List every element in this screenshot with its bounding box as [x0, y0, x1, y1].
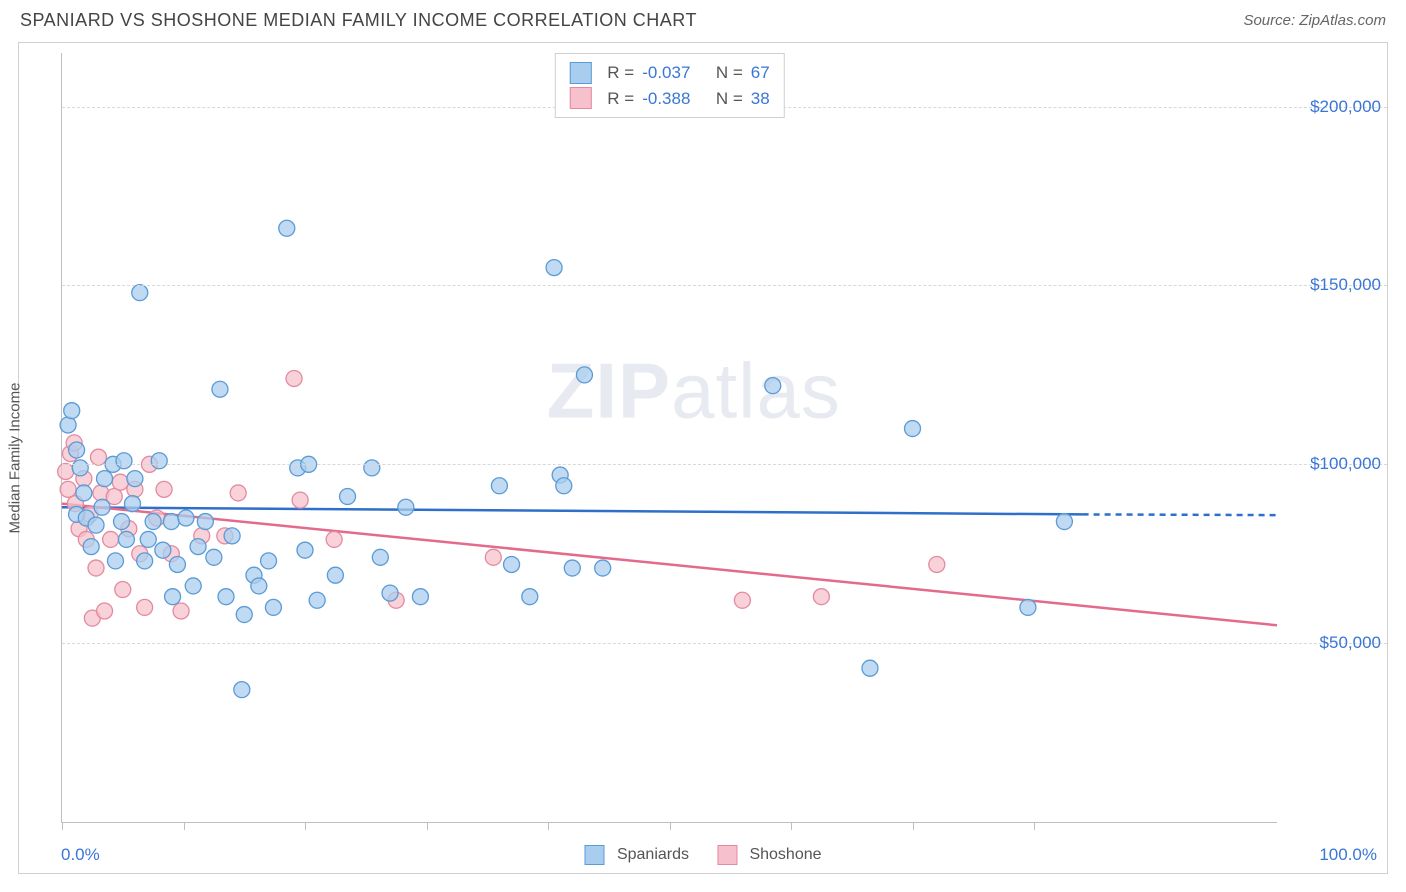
swatch-shoshone-icon [717, 845, 737, 865]
legend-item-spaniards: Spaniards [584, 845, 689, 865]
chart-container: Median Family Income ZIPatlas R = -0.037… [18, 42, 1388, 874]
x-axis-min-label: 0.0% [61, 845, 100, 865]
legend-row-spaniards: R = -0.037 N = 67 [569, 60, 769, 86]
legend-r-value-0: -0.037 [642, 60, 690, 86]
correlation-legend: R = -0.037 N = 67 R = -0.388 N = 38 [554, 53, 784, 118]
y-tick-label: $100,000 [1285, 454, 1381, 474]
legend-label-spaniards: Spaniards [617, 846, 689, 863]
legend-r-label: R = [607, 86, 634, 112]
legend-row-shoshone: R = -0.388 N = 38 [569, 86, 769, 112]
legend-n-value-1: 38 [751, 86, 770, 112]
y-tick-label: $50,000 [1285, 633, 1381, 653]
legend-label-shoshone: Shoshone [749, 846, 821, 863]
swatch-spaniards [569, 62, 591, 84]
legend-n-label: N = [716, 60, 743, 86]
y-tick-label: $200,000 [1285, 97, 1381, 117]
legend-r-value-1: -0.388 [642, 86, 690, 112]
series-legend: Spaniards Shoshone [584, 845, 821, 865]
source-attribution: Source: ZipAtlas.com [1243, 12, 1386, 29]
plot-area: ZIPatlas R = -0.037 N = 67 R = -0.388 N … [61, 53, 1277, 823]
x-axis-max-label: 100.0% [1319, 845, 1377, 865]
legend-item-shoshone: Shoshone [717, 845, 822, 865]
legend-n-value-0: 67 [751, 60, 770, 86]
swatch-shoshone [569, 87, 591, 109]
swatch-spaniards-icon [584, 845, 604, 865]
legend-r-label: R = [607, 60, 634, 86]
legend-n-label: N = [716, 86, 743, 112]
y-axis-label: Median Family Income [7, 383, 24, 534]
y-tick-label: $150,000 [1285, 275, 1381, 295]
chart-title: SPANIARD VS SHOSHONE MEDIAN FAMILY INCOM… [20, 10, 697, 31]
